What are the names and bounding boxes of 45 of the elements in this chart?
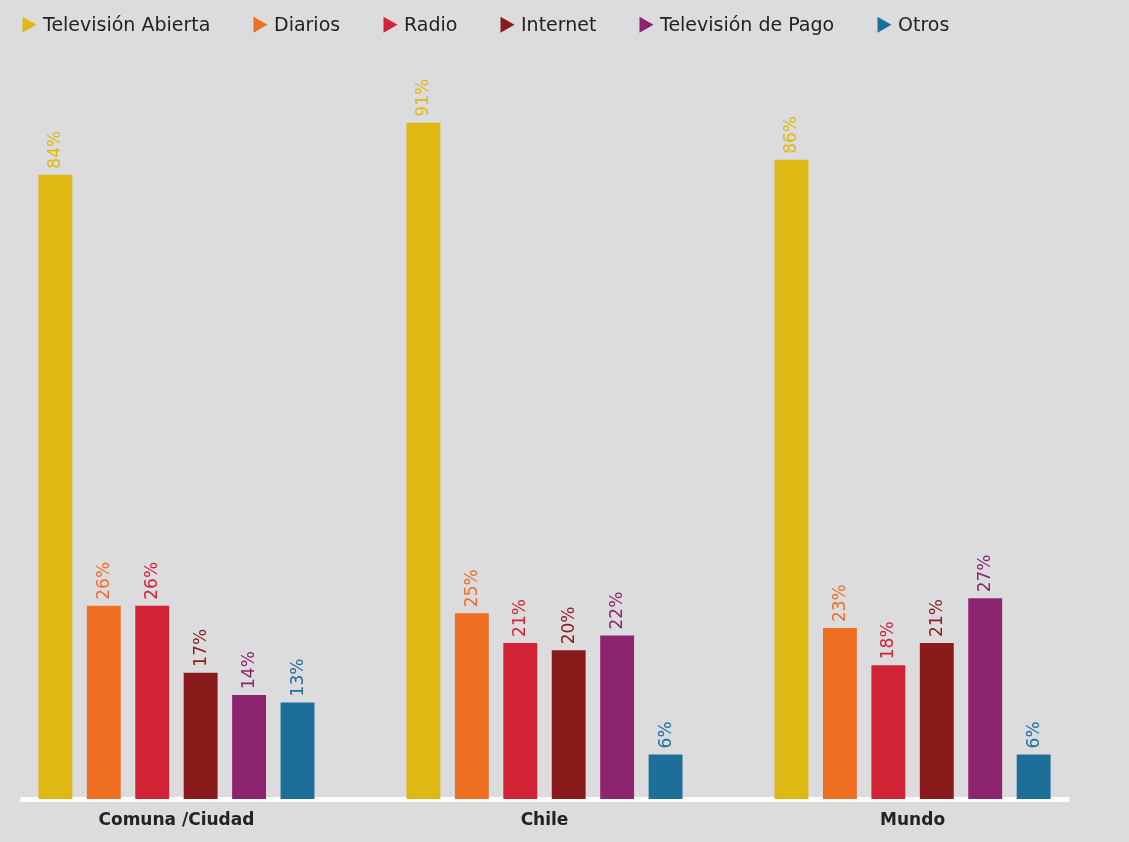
- data-label: 91%: [412, 78, 433, 117]
- bar: [919, 642, 954, 799]
- bar: [648, 754, 683, 799]
- data-label: 21%: [925, 599, 946, 637]
- bar: [232, 694, 267, 799]
- data-label: 26%: [141, 561, 162, 600]
- bar: [135, 605, 170, 799]
- legend-label: Radio: [404, 12, 458, 35]
- data-label: 23%: [828, 584, 849, 623]
- bar: [600, 635, 635, 799]
- bar: [406, 122, 441, 799]
- data-label: 27%: [974, 554, 995, 593]
- data-label: 22%: [606, 591, 627, 630]
- bar: [86, 605, 121, 799]
- data-label: 26%: [92, 561, 113, 600]
- data-label: 13%: [286, 658, 307, 697]
- bar: [38, 174, 73, 799]
- legend-label: Otros: [898, 12, 950, 35]
- data-label: 20%: [557, 606, 578, 645]
- bar: [454, 613, 489, 799]
- data-label: 25%: [460, 569, 481, 608]
- bar: [280, 702, 315, 799]
- bar: [183, 672, 218, 799]
- bar: [968, 598, 1003, 799]
- bar: [774, 159, 809, 799]
- bar: [551, 650, 586, 799]
- data-label: 18%: [877, 621, 898, 660]
- x-tick-label: Chile: [520, 808, 569, 829]
- bar: [871, 665, 906, 799]
- data-label: 84%: [44, 130, 65, 169]
- data-label: 6%: [1022, 721, 1043, 749]
- data-label: 21%: [509, 599, 530, 637]
- x-tick-label: Mundo: [880, 808, 946, 829]
- x-tick-label: Comuna /Ciudad: [98, 808, 255, 829]
- data-label: 17%: [189, 628, 210, 667]
- legend-label: Internet: [521, 12, 597, 35]
- legend-label: Televisión de Pago: [659, 12, 835, 35]
- data-label: 86%: [780, 116, 801, 154]
- legend-label: Televisión Abierta: [42, 12, 211, 35]
- data-label: 14%: [238, 651, 259, 689]
- bar: [1016, 754, 1051, 799]
- bar: [822, 628, 857, 799]
- legend-label: Diarios: [274, 12, 341, 35]
- data-label: 6%: [654, 721, 675, 749]
- bar: [503, 642, 538, 799]
